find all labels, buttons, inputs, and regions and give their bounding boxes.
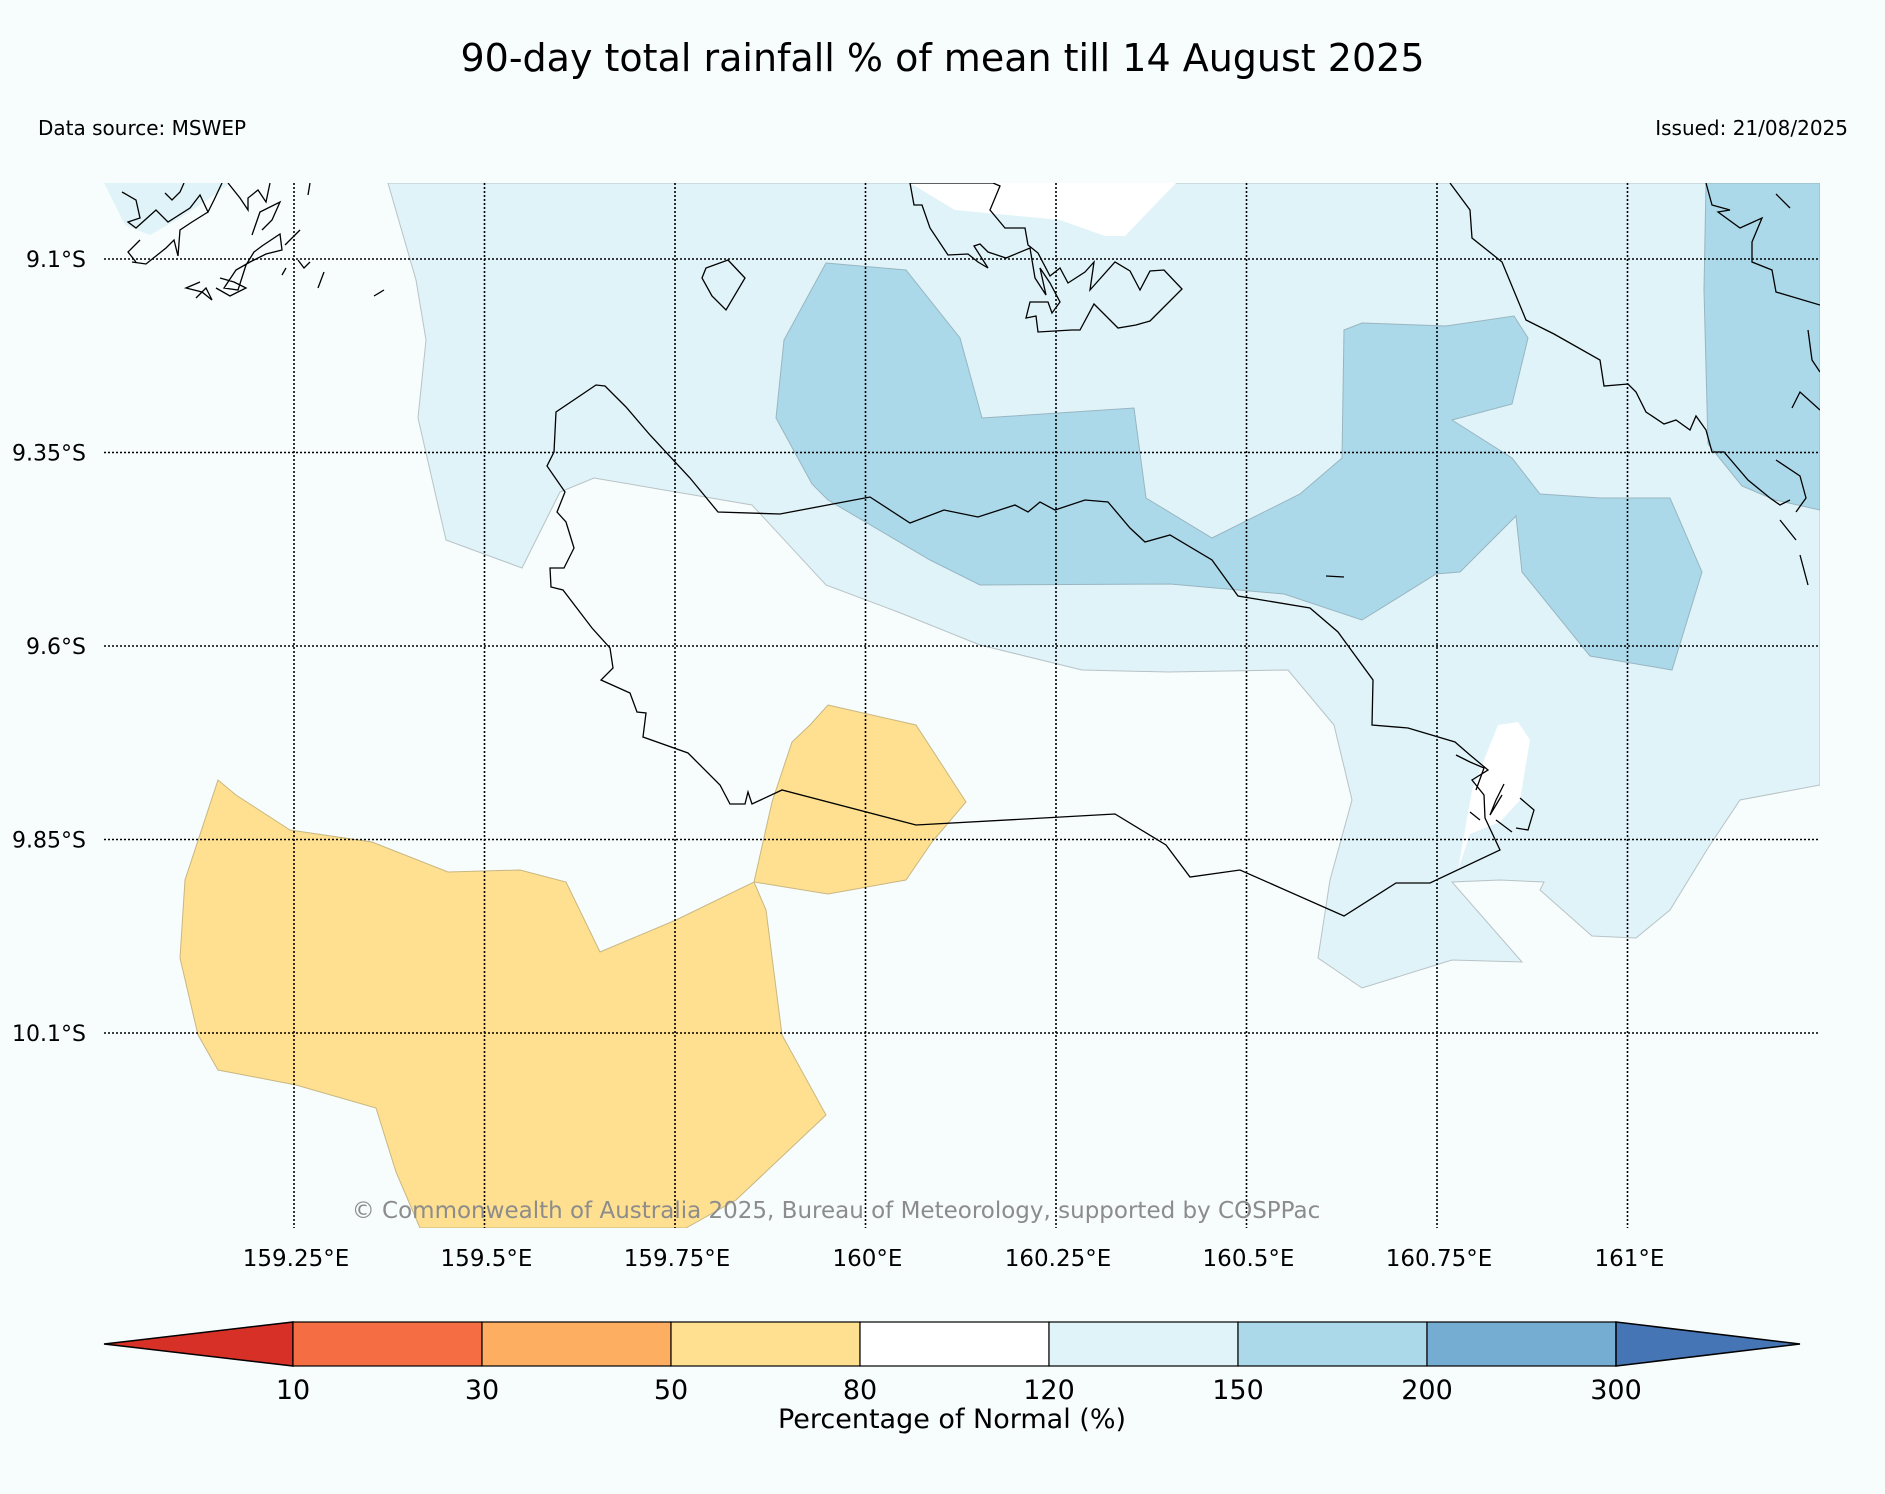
latitude-label: 9.35°S	[12, 442, 86, 467]
map-area	[104, 183, 1820, 1228]
longitude-label: 160.25°E	[1005, 1246, 1112, 1272]
anomaly-region-150-200-a	[775, 262, 1703, 671]
coastline-tiny-dash	[1325, 575, 1345, 578]
longitude-label: 159.5°E	[441, 1246, 533, 1272]
coastline-layer	[121, 183, 1820, 917]
longitude-label: 159.25°E	[243, 1246, 350, 1272]
colorbar-tick-label: 150	[1212, 1375, 1264, 1406]
colorbar-tick-label: 80	[843, 1375, 877, 1406]
issued-date-label: Issued: 21/08/2025	[1655, 116, 1848, 140]
colorbar-tick-label: 10	[276, 1375, 310, 1406]
latitude-label: 9.6°S	[26, 635, 86, 660]
colorbar-segment	[1426, 1321, 1617, 1367]
colorbar-tick-label: 30	[465, 1375, 499, 1406]
anomaly-region-120-150-corner	[104, 183, 230, 235]
colorbar-tick-label: 50	[654, 1375, 688, 1406]
map-title: 90-day total rainfall % of mean till 14 …	[460, 36, 1425, 80]
colorbar-segment	[1048, 1321, 1239, 1367]
latitude-labels: 9.1°S 9.35°S 9.6°S 9.85°S 10.1°S	[12, 248, 86, 1047]
colorbar-segment	[1237, 1321, 1428, 1367]
longitude-label: 160.75°E	[1386, 1246, 1493, 1272]
colorbar-title: Percentage of Normal (%)	[778, 1404, 1126, 1435]
coastline-florida-islands	[909, 183, 1183, 333]
anomaly-region-50-80-a	[179, 779, 827, 1228]
anomaly-hole-1	[910, 183, 1176, 236]
longitude-label: 160°E	[833, 1246, 903, 1272]
anomaly-hole-2	[1458, 722, 1530, 870]
coastline-malaita	[1449, 183, 1791, 506]
coastline-north-fragments	[1705, 183, 1820, 586]
colorbar-tick-label: 120	[1023, 1375, 1075, 1406]
anomaly-region-50-80-b	[753, 704, 967, 895]
coastline-guadalcanal-east	[1455, 754, 1535, 833]
colorbar-segment	[481, 1321, 672, 1367]
coastline-santa-isabel	[121, 183, 385, 301]
longitude-label: 160.5°E	[1203, 1246, 1295, 1272]
data-source-label: Data source: MSWEP	[38, 116, 247, 140]
colorbar-segment	[670, 1321, 861, 1367]
anomaly-region-150-200-b	[1703, 183, 1820, 511]
coastline-guadalcanal	[546, 384, 1501, 917]
longitude-label: 159.75°E	[624, 1246, 731, 1272]
coastline-small-island	[701, 259, 746, 312]
colorbar-tick-label: 200	[1401, 1375, 1453, 1406]
colorbar-tick-label: 300	[1590, 1375, 1642, 1406]
copyright-notice: © Commonwealth of Australia 2025, Bureau…	[352, 1198, 1321, 1224]
colorbar-extend-high	[1615, 1321, 1801, 1367]
colorbar-extend-low	[103, 1321, 294, 1367]
colorbar-segment	[859, 1321, 1050, 1367]
map-graticule	[104, 183, 1820, 1228]
latitude-label: 10.1°S	[12, 1022, 86, 1047]
latitude-label: 9.1°S	[26, 248, 86, 273]
longitude-labels: 159.25°E 159.5°E 159.75°E 160°E 160.25°E 160.…	[243, 1246, 1665, 1272]
colorbar-segment	[292, 1321, 483, 1367]
longitude-label: 161°E	[1595, 1246, 1665, 1272]
colorbar: 10 30 50 80 120 150 200 300	[103, 1321, 1801, 1406]
latitude-label: 9.85°S	[12, 829, 86, 854]
